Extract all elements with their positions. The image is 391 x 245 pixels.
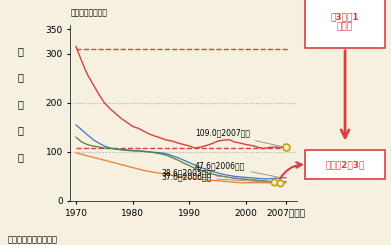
- Text: 依然、2～3倍: 依然、2～3倍: [325, 160, 365, 169]
- Text: 死: 死: [18, 46, 23, 56]
- Text: 109.0（2007年）: 109.0（2007年）: [195, 129, 283, 147]
- Text: 率: 率: [18, 152, 23, 162]
- Text: 47.6（2006年）: 47.6（2006年）: [195, 161, 278, 177]
- Text: 37.0（2006年）: 37.0（2006年）: [161, 173, 277, 183]
- Text: 傘: 傘: [18, 73, 23, 82]
- Text: 故: 故: [18, 125, 23, 135]
- Text: 38.6（2005年）: 38.6（2005年）: [161, 168, 272, 182]
- Text: 事: 事: [18, 99, 23, 109]
- Text: （件／億台キロ）: （件／億台キロ）: [70, 8, 108, 17]
- Legend: 日本, ドイツ, 英国, 米国: 日本, ドイツ, 英国, 米国: [96, 244, 236, 245]
- Text: 資料）「国土交通省」: 資料）「国土交通省」: [8, 235, 58, 245]
- Text: 約3分の1
に改善: 約3分の1 に改善: [331, 12, 359, 32]
